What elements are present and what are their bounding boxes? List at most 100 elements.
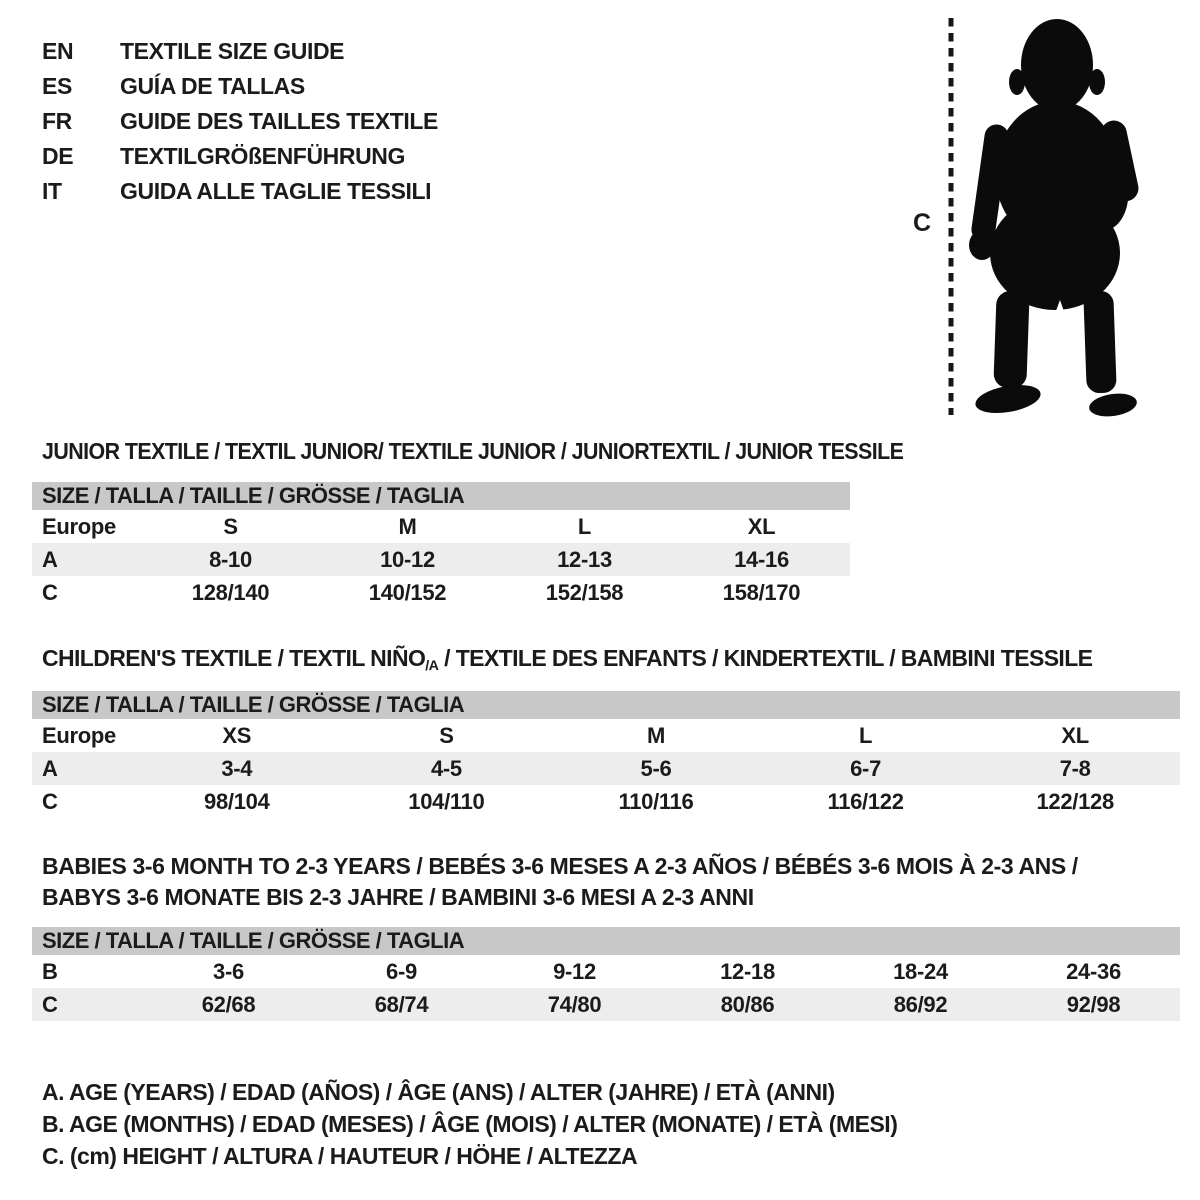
table-cell: 92/98 [1066,991,1121,1017]
section-title-line: JUNIOR TEXTILE / TEXTIL JUNIOR/ TEXTILE … [42,436,904,467]
title-segment: CHILDREN'S TEXTILE / TEXTIL NIÑO [42,645,426,671]
table-cell: 4-5 [430,755,462,781]
table-cell: 152/158 [545,579,624,605]
legend-line: C. (cm) HEIGHT / ALTURA / HAUTEUR / HÖHE… [42,1143,638,1169]
legend-line: B. AGE (MONTHS) / EDAD (MESES) / ÂGE (MO… [42,1111,898,1137]
left-hand [969,230,995,260]
language-code: ES [42,73,72,99]
legend-footnotes: A. AGE (YEARS) / EDAD (AÑOS) / ÂGE (ANS)… [42,1076,898,1172]
table-cell: S [223,513,238,539]
section-title-line: BABYS 3-6 MONATE BIS 2-3 JAHRE / BAMBINI… [42,882,1180,913]
right-foot [1089,393,1137,417]
section-junior-textile: JUNIOR TEXTILE / TEXTIL JUNIOR/ TEXTILE … [32,436,904,605]
section-babies-textile: BABIES 3-6 MONTH TO 2-3 YEARS / BEBÉS 3-… [32,851,1180,1021]
title-segment: BABIES 3-6 MONTH TO 2-3 YEARS / BEBÉS 3-… [42,853,1078,879]
row-label: Europe [42,722,116,748]
leg-gap [1028,300,1090,386]
left-leg [993,290,1030,389]
language-row: IT GUIDA ALLE TAGLIE TESSILI [42,174,438,209]
row-label: C [42,788,58,814]
title-segment: / TEXTILE DES ENFANTS / KINDERTEXTIL / B… [438,645,1093,671]
table-cell: 6-9 [386,958,417,984]
right-leg [1083,290,1117,394]
section-title: CHILDREN'S TEXTILE / TEXTIL NIÑO/A / TEX… [42,643,1180,682]
table-row: Europe XS S M L XL [32,719,1180,752]
shorts [990,196,1120,310]
head [1021,19,1093,111]
table-cell: 116/122 [827,788,904,814]
table-cell: L [577,513,592,539]
table-cell: 12-18 [720,958,775,984]
size-header-label: SIZE / TALLA / TAILLE / GRÖSSE / TAGLIA [42,928,465,953]
table-cell: 140/152 [368,579,447,605]
table-row: C 62/68 68/74 74/80 80/86 86/92 92/98 [32,988,1180,1021]
language-title-list: EN TEXTILE SIZE GUIDE ES GUÍA DE TALLAS FR GU… [42,34,438,209]
table-cell: 14-16 [734,546,789,572]
table-cell: 128/140 [191,579,270,605]
row-label: Europe [42,513,116,539]
table-cell: S [439,722,454,748]
language-code: EN [42,38,74,64]
title-segment: /A [425,657,439,674]
height-measure-label: C [913,209,932,237]
section-title: BABIES 3-6 MONTH TO 2-3 YEARS / BEBÉS 3-… [42,851,1180,913]
table-cell: M [398,513,417,539]
table-row: C 128/140 140/152 152/158 158/170 [32,576,850,609]
title-segment: JUNIOR TEXTILE / TEXTIL JUNIOR/ TEXTILE … [42,438,904,464]
section-title-line: BABIES 3-6 MONTH TO 2-3 YEARS / BEBÉS 3-… [42,851,1180,882]
table-row: A 3-4 4-5 5-6 6-7 7-8 [32,752,1180,785]
table-cell: 5-6 [640,755,672,781]
table-cell: 6-7 [850,755,882,781]
left-ear [1009,69,1025,95]
table-cell: 80/86 [720,991,775,1017]
table-cell: 3-6 [213,958,244,984]
table-cell: 18-24 [893,958,948,984]
table-cell: 8-10 [209,546,252,572]
row-label: B [42,958,58,984]
size-header-bar: SIZE / TALLA / TAILLE / GRÖSSE / TAGLIA [32,691,1180,719]
toddler-silhouette-body [969,19,1139,417]
size-header-bar: SIZE / TALLA / TAILLE / GRÖSSE / TAGLIA [32,927,1180,955]
size-header-label: SIZE / TALLA / TAILLE / GRÖSSE / TAGLIA [42,483,465,508]
size-header-label: SIZE / TALLA / TAILLE / GRÖSSE / TAGLIA [42,692,465,717]
size-table: SIZE / TALLA / TAILLE / GRÖSSE / TAGLIA B… [32,927,1180,1021]
table-cell: XL [747,513,776,539]
language-code: FR [42,108,72,134]
left-arm [971,124,1009,242]
row-label: A [42,755,58,781]
table-cell: 62/68 [201,991,256,1017]
language-row: EN TEXTILE SIZE GUIDE [42,34,438,69]
title-segment: BABYS 3-6 MONATE BIS 2-3 JAHRE / BAMBINI… [42,884,754,910]
section-childrens-textile: CHILDREN'S TEXTILE / TEXTIL NIÑO/A / TEX… [32,643,1180,814]
table-cell: 98/104 [204,788,270,814]
table-cell: M [646,722,665,748]
row-label: C [42,991,58,1017]
table-cell: 74/80 [547,991,602,1017]
left-foot [975,384,1041,414]
table-cell: 9-12 [553,958,596,984]
table-row: A 8-10 10-12 12-13 14-16 [32,543,850,576]
table-cell: 122/128 [1036,788,1114,814]
size-table: SIZE / TALLA / TAILLE / GRÖSSE / TAGLIA E… [32,691,1180,818]
language-title: GUIDE DES TAILLES TEXTILE [120,108,438,134]
row-label: A [42,546,58,572]
right-arm [1100,120,1139,202]
table-cell: L [859,722,873,748]
table-cell: 10-12 [380,546,435,572]
legend-line: A. AGE (YEARS) / EDAD (AÑOS) / ÂGE (ANS)… [42,1079,835,1105]
table-cell: 110/116 [618,788,694,814]
section-title: JUNIOR TEXTILE / TEXTIL JUNIOR/ TEXTILE … [42,436,904,467]
language-row: ES GUÍA DE TALLAS [42,69,438,104]
table-cell: 3-4 [221,755,253,781]
language-code: IT [42,178,62,204]
table-cell: XL [1061,722,1089,748]
right-ear [1089,69,1105,95]
size-header-bar: SIZE / TALLA / TAILLE / GRÖSSE / TAGLIA [32,482,850,510]
language-title: TEXTILE SIZE GUIDE [120,38,345,64]
table-row: Europe S M L XL [32,510,850,543]
table-row: C 98/104 104/110 110/116 116/122 122/128 [32,785,1180,818]
table-row: B 3-6 6-9 9-12 12-18 18-24 24-36 [32,955,1180,988]
section-title-line: CHILDREN'S TEXTILE / TEXTIL NIÑO/A / TEX… [42,643,1180,682]
language-row: FR GUIDE DES TAILLES TEXTILE [42,104,438,139]
